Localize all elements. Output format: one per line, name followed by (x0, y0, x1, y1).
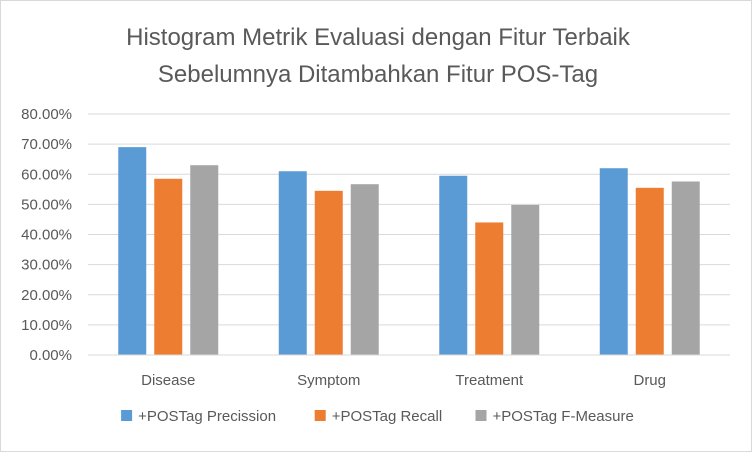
x-axis-category-labels: Disease Symptom Treatment Drug (141, 372, 666, 389)
legend-label: +POSTag Precission (138, 408, 276, 425)
y-tick-label: 30.00% (21, 257, 72, 274)
x-category-label: Treatment (455, 372, 524, 389)
bar (314, 190, 343, 355)
y-tick-label: 50.00% (21, 196, 72, 213)
legend-swatch (314, 410, 326, 421)
legend-swatch (121, 410, 133, 421)
y-axis-tick-labels: 0.00% 10.00% 20.00% 30.00% 40.00% 50.00% 60.00… (21, 106, 72, 364)
legend: +POSTag Precission +POSTag Recall +POSTag … (121, 408, 634, 425)
y-tick-label: 60.00% (21, 166, 72, 183)
x-category-label: Symptom (297, 372, 360, 389)
y-tick-label: 70.00% (21, 136, 72, 153)
bar (511, 204, 540, 355)
x-category-label: Disease (141, 372, 195, 389)
bar (599, 168, 628, 355)
bar (118, 147, 147, 355)
y-tick-label: 40.00% (21, 227, 72, 244)
bar (671, 181, 700, 355)
y-tick-label: 10.00% (21, 317, 72, 334)
chart-title-line-1: Histogram Metrik Evaluasi dengan Fitur T… (126, 24, 631, 51)
bar (635, 187, 664, 355)
y-tick-label: 80.00% (21, 106, 72, 123)
legend-swatch (475, 410, 487, 421)
bar (475, 222, 504, 355)
chart-title: Histogram Metrik Evaluasi dengan Fitur T… (126, 24, 631, 88)
chart-title-line-2: Sebelumnya Ditambahkan Fitur POS-Tag (158, 61, 598, 88)
bar (154, 178, 183, 355)
gridlines (88, 113, 730, 326)
x-category-label: Drug (633, 372, 666, 389)
y-tick-label: 0.00% (29, 347, 72, 364)
bar (439, 175, 468, 355)
bars (118, 147, 700, 355)
bar (190, 165, 219, 355)
y-tick-label: 20.00% (21, 287, 72, 304)
bar (350, 184, 379, 355)
legend-label: +POSTag F-Measure (493, 408, 634, 425)
legend-label: +POSTag Recall (332, 408, 442, 425)
bar (278, 171, 307, 355)
